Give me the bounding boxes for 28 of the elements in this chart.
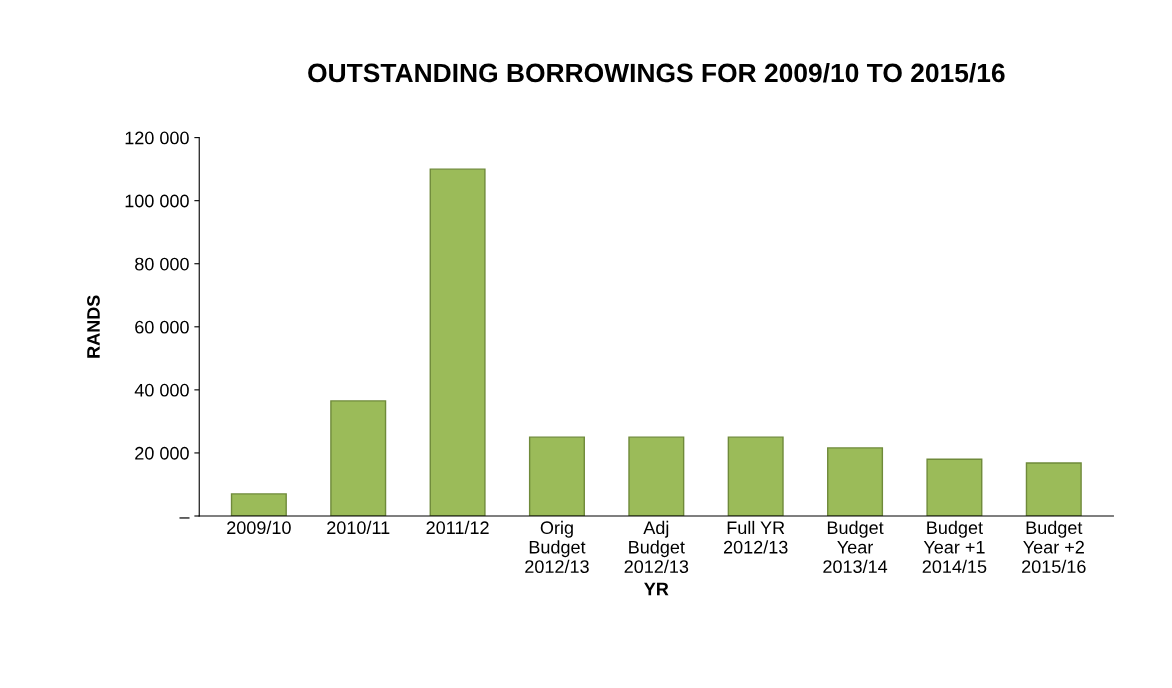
x-tick-label: 2011/12 (426, 520, 489, 535)
x-axis-title: YR (644, 582, 669, 596)
bar (827, 447, 884, 516)
x-tick-label: Adj Budget 2012/13 (624, 520, 689, 574)
y-tick-label: 120 000 (125, 131, 189, 145)
chart-title: OUTSTANDING BORROWINGS FOR 2009/10 TO 2015/16 (308, 62, 1005, 83)
bar (528, 436, 585, 516)
bar (1025, 462, 1082, 516)
x-tick-label: Budget Year +1 2014/15 (922, 520, 987, 574)
x-tick-label: Full YR 2012/13 (723, 520, 788, 554)
bar (926, 458, 983, 516)
bar (230, 493, 287, 516)
y-tick-label: 20 000 (135, 446, 189, 460)
bar (628, 436, 685, 516)
y-tick-label: – (179, 517, 190, 519)
y-axis-title: RANDS (87, 295, 100, 358)
y-tick-label: 80 000 (135, 257, 189, 271)
x-tick-label: Orig Budget 2012/13 (525, 520, 589, 574)
bar (727, 436, 784, 516)
y-tick-label: 100 000 (125, 194, 189, 208)
y-tick-label: 60 000 (135, 320, 189, 334)
x-tick-label: 2010/11 (327, 520, 390, 535)
x-tick-label: Budget Year 2013/14 (823, 520, 888, 574)
y-tick-label: 40 000 (134, 383, 189, 397)
x-tick-label: 2009/10 (227, 520, 291, 535)
x-tick-label: Budget Year +2 2015/16 (1022, 520, 1086, 574)
bar (429, 168, 486, 516)
bar (330, 400, 387, 516)
